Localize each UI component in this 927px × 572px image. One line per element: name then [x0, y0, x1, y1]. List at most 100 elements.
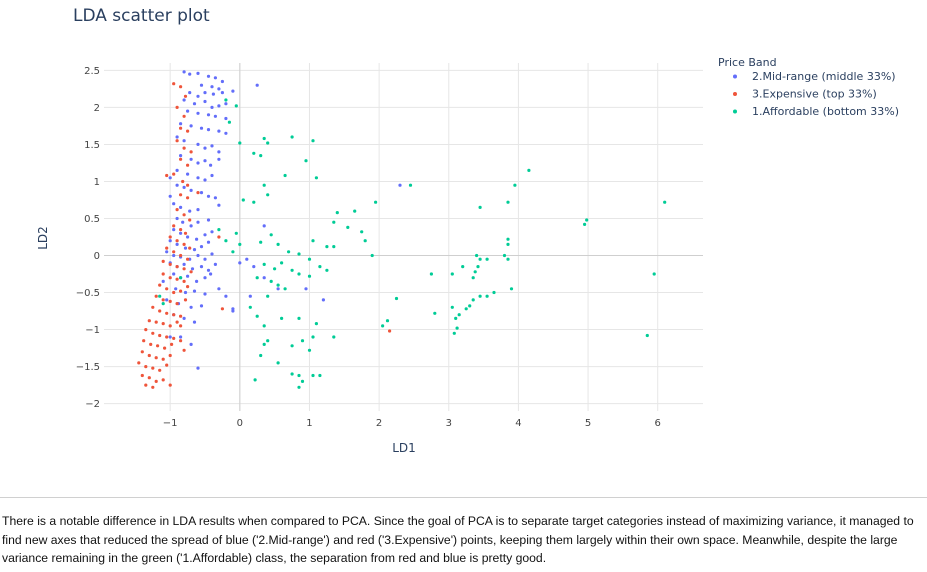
data-point[interactable]	[140, 350, 144, 354]
data-point[interactable]	[325, 245, 329, 249]
data-point[interactable]	[189, 224, 193, 228]
data-point[interactable]	[297, 272, 301, 276]
data-point[interactable]	[206, 113, 211, 117]
data-point[interactable]	[471, 276, 475, 280]
data-point[interactable]	[196, 71, 200, 75]
data-point[interactable]	[158, 309, 162, 313]
data-point[interactable]	[290, 268, 294, 272]
data-point[interactable]	[196, 220, 200, 224]
data-point[interactable]	[266, 193, 270, 197]
data-point[interactable]	[182, 213, 186, 217]
data-point[interactable]	[158, 283, 162, 287]
data-point[interactable]	[161, 279, 165, 283]
data-point[interactable]	[220, 91, 224, 95]
data-point[interactable]	[196, 366, 200, 370]
data-point[interactable]	[252, 151, 256, 155]
data-point[interactable]	[217, 150, 221, 154]
data-point[interactable]	[168, 335, 172, 339]
data-point[interactable]	[269, 233, 273, 237]
data-point[interactable]	[175, 139, 179, 143]
data-point[interactable]	[585, 218, 589, 222]
data-point[interactable]	[238, 261, 242, 265]
data-point[interactable]	[429, 272, 433, 276]
data-point[interactable]	[144, 383, 148, 387]
data-point[interactable]	[311, 239, 315, 243]
data-point[interactable]	[156, 344, 160, 348]
data-point[interactable]	[192, 289, 197, 293]
data-point[interactable]	[502, 253, 507, 258]
data-point[interactable]	[206, 128, 211, 132]
data-point[interactable]	[374, 200, 378, 204]
data-point[interactable]	[255, 276, 259, 280]
data-point[interactable]	[300, 379, 305, 383]
data-point[interactable]	[199, 126, 204, 130]
data-point[interactable]	[175, 183, 179, 187]
data-point[interactable]	[385, 319, 390, 323]
data-point[interactable]	[199, 265, 204, 269]
data-point[interactable]	[209, 163, 213, 167]
data-point[interactable]	[165, 173, 169, 178]
data-point[interactable]	[262, 136, 266, 141]
data-point[interactable]	[182, 267, 186, 271]
data-point[interactable]	[217, 129, 221, 133]
data-point[interactable]	[183, 246, 188, 250]
data-point[interactable]	[217, 287, 221, 291]
data-point[interactable]	[492, 290, 496, 295]
data-point[interactable]	[161, 322, 165, 326]
data-point[interactable]	[224, 239, 228, 243]
data-point[interactable]	[154, 379, 158, 383]
data-point[interactable]	[211, 92, 215, 96]
data-point[interactable]	[346, 225, 350, 229]
data-point[interactable]	[381, 324, 385, 328]
data-point[interactable]	[471, 298, 475, 302]
data-point[interactable]	[161, 378, 165, 382]
data-point[interactable]	[224, 102, 228, 106]
data-point[interactable]	[370, 253, 374, 258]
data-point[interactable]	[172, 202, 176, 206]
data-point[interactable]	[314, 322, 318, 326]
data-point[interactable]	[179, 253, 183, 258]
data-point[interactable]	[158, 368, 162, 372]
data-point[interactable]	[172, 250, 176, 254]
data-point[interactable]	[186, 183, 190, 187]
data-point[interactable]	[231, 307, 235, 311]
data-point[interactable]	[161, 357, 165, 361]
data-point[interactable]	[266, 141, 270, 145]
data-point[interactable]	[186, 129, 190, 133]
data-point[interactable]	[182, 185, 186, 189]
data-point[interactable]	[172, 224, 176, 228]
data-point[interactable]	[220, 79, 224, 84]
data-point[interactable]	[179, 314, 183, 318]
data-point[interactable]	[203, 292, 207, 296]
data-point[interactable]	[217, 104, 221, 108]
data-point[interactable]	[154, 320, 158, 324]
data-point[interactable]	[183, 231, 188, 235]
data-point[interactable]	[461, 265, 465, 269]
data-point[interactable]	[196, 161, 200, 165]
data-point[interactable]	[455, 326, 459, 330]
data-point[interactable]	[231, 250, 235, 254]
data-point[interactable]	[304, 159, 308, 163]
data-point[interactable]	[179, 231, 183, 235]
data-point[interactable]	[248, 294, 252, 298]
data-point[interactable]	[273, 267, 277, 271]
data-point[interactable]	[175, 135, 179, 139]
data-point[interactable]	[161, 298, 165, 302]
data-point[interactable]	[262, 183, 266, 187]
data-point[interactable]	[450, 272, 454, 276]
data-point[interactable]	[158, 294, 162, 298]
data-point[interactable]	[210, 105, 214, 109]
data-point[interactable]	[210, 230, 214, 234]
legend-item[interactable]: 1.Affordable (bottom 33%)	[733, 105, 899, 118]
data-point[interactable]	[203, 99, 207, 104]
data-point[interactable]	[280, 261, 284, 265]
data-point[interactable]	[168, 324, 172, 328]
data-point[interactable]	[192, 102, 197, 106]
data-point[interactable]	[203, 178, 207, 182]
data-point[interactable]	[332, 245, 336, 249]
data-point[interactable]	[457, 313, 461, 317]
data-point[interactable]	[217, 228, 221, 232]
data-point[interactable]	[179, 324, 183, 328]
data-point[interactable]	[224, 98, 228, 102]
data-point[interactable]	[276, 242, 280, 246]
